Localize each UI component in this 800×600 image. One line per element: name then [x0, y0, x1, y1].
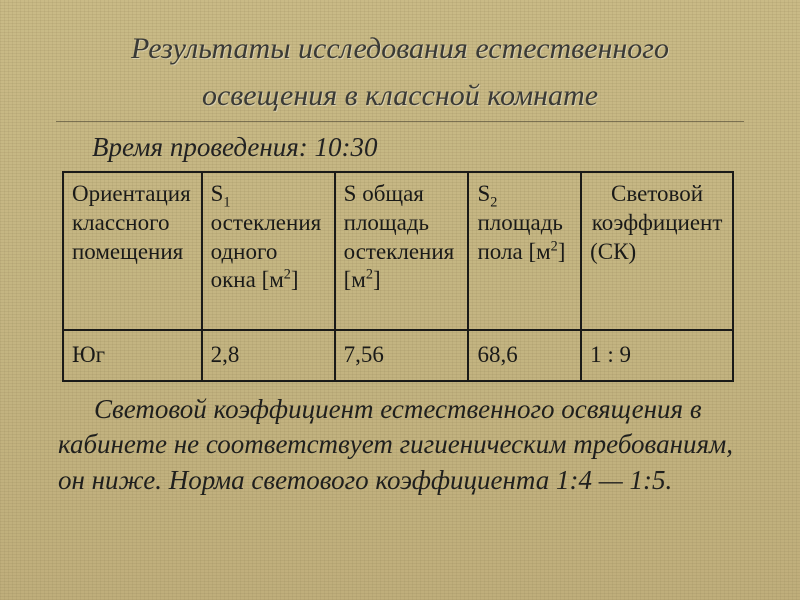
s-letter: S [344, 181, 357, 206]
col-header-sk: Световой коэффициент (СК) [581, 172, 733, 330]
table-row: Юг 2,8 7,56 68,6 1 : 9 [63, 330, 733, 381]
cell-orientation: Юг [63, 330, 202, 381]
unit-sup: 2 [366, 267, 373, 283]
conclusion-text: Световой коэффициент естественного освящ… [58, 392, 742, 499]
s-letter: S [477, 181, 490, 206]
s-letter: S [211, 181, 224, 206]
unit-close: ] [291, 267, 299, 292]
unit-open: [м [344, 267, 366, 292]
col-header-orientation: Ориентация классного помещения [63, 172, 202, 330]
title-line-2: освещения в классной комнате [202, 79, 598, 112]
unit-open: [м [262, 267, 284, 292]
page-title: Результаты исследования естественного ос… [56, 26, 744, 119]
slide: Результаты исследования естественного ос… [0, 0, 800, 519]
cell-sk: 1 : 9 [581, 330, 733, 381]
cell-s-total: 7,56 [335, 330, 469, 381]
unit-close: ] [558, 239, 566, 264]
unit-close: ] [373, 267, 381, 292]
sk-label-bottom: (СК) [590, 239, 636, 264]
col-text: общая площадь остекления [344, 181, 455, 264]
sk-label-top: Световой коэффициент [590, 180, 724, 238]
col-header-s-total: S общая площадь остекления [м2] [335, 172, 469, 330]
cell-s1: 2,8 [202, 330, 335, 381]
col-header-s2: S2 площадь пола [м2] [468, 172, 581, 330]
title-divider [56, 121, 744, 122]
time-label: Время проведения: 10:30 [92, 132, 744, 163]
unit-sup: 2 [284, 267, 291, 283]
title-line-1: Результаты исследования естественного [131, 32, 669, 65]
cell-s2: 68,6 [468, 330, 581, 381]
s-index: 1 [223, 195, 230, 211]
results-table: Ориентация классного помещения S1 остекл… [62, 171, 734, 382]
conclusion-body: Световой коэффициент естественного освящ… [58, 394, 733, 495]
s-index: 2 [490, 195, 497, 211]
col-header-s1: S1 остекления одного окна [м2] [202, 172, 335, 330]
table-header-row: Ориентация классного помещения S1 остекл… [63, 172, 733, 330]
unit-open: [м [528, 239, 550, 264]
unit-sup: 2 [551, 238, 558, 254]
